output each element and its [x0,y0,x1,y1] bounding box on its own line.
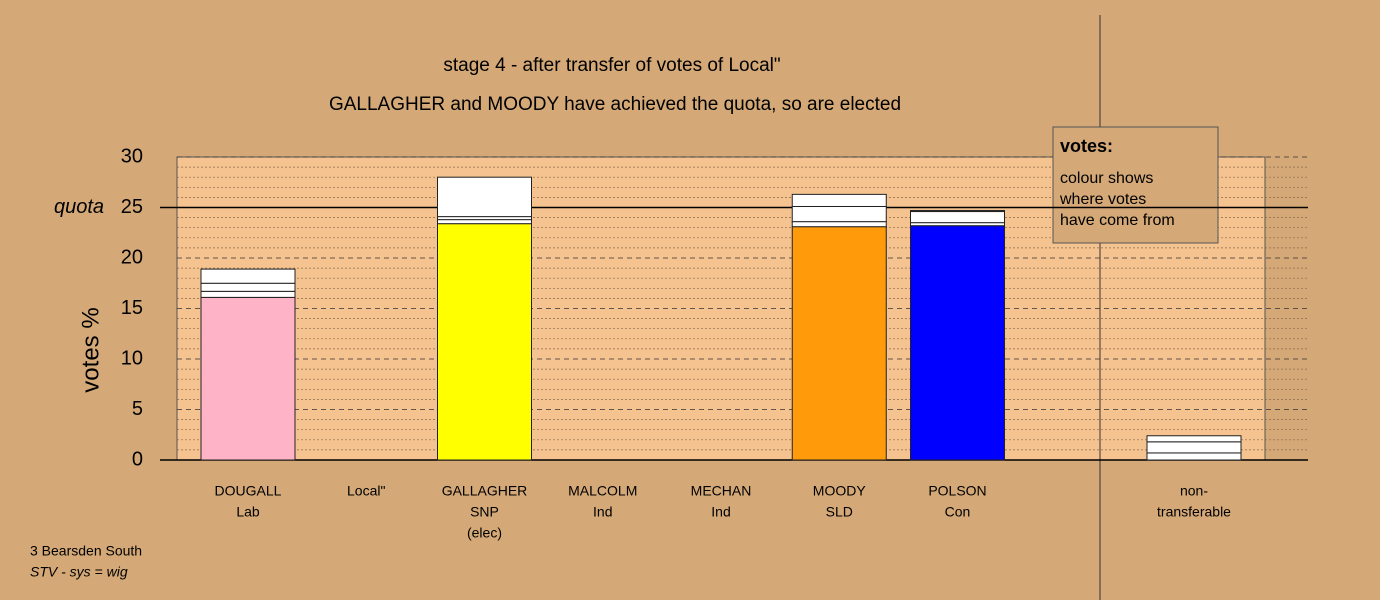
bar-segment [1146,441,1242,454]
x-tick-label: Ind [593,504,612,520]
bar-segment [791,205,887,223]
legend: votes: colour shows where votes have com… [1052,126,1219,244]
x-tick-label: SNP [470,504,499,520]
y-tick-label: 30 [121,145,143,167]
y-axis-label: votes % [77,307,104,392]
x-tick-label: (elec) [467,525,502,541]
x-tick-label: MOODY [813,483,867,499]
bar-segment [791,193,887,207]
x-tick-label: Con [945,504,971,520]
x-tick-label: Local" [347,483,385,499]
x-tick-label: SLD [826,504,853,520]
y-tick-label: 15 [121,297,143,319]
legend-text: where votes [1059,191,1146,208]
bar-segment [791,221,887,228]
x-tick-label: POLSON [928,483,986,499]
y-tick-label: 0 [132,448,143,470]
bar-segment [200,296,296,461]
bar-segment [200,282,296,292]
bar-segment [437,223,532,461]
bar-segment [200,290,296,298]
x-tick-label: DOUGALL [215,483,282,499]
bar-segment [437,176,532,218]
legend-text: have come from [1060,212,1175,229]
footer: 3 Bearsden South [30,543,142,559]
y-tick-label: 5 [132,398,143,420]
chart-title: stage 4 - after transfer of votes of Loc… [443,55,780,76]
chart-subtitle: GALLAGHER and MOODY have achieved the qu… [329,94,901,115]
x-tick-label: MALCOLM [568,483,637,499]
x-tick-label: GALLAGHER [442,483,528,499]
bar-segment [910,210,1005,213]
y-tick-label: 20 [121,246,143,268]
x-tick-label: Lab [236,504,260,520]
bar-segment [200,268,296,284]
grid [177,156,1308,461]
legend-text: colour shows [1060,170,1153,187]
bar-segment [437,219,532,225]
bar-segment [791,226,887,461]
x-tick-label: transferable [1157,504,1231,520]
x-tick-label: non- [1180,483,1208,499]
bar-segment [1146,452,1242,461]
x-tick-label: Ind [711,504,730,520]
quota-label: quota [54,196,104,218]
legend-box [1052,126,1219,244]
y-tick-label: 10 [121,347,143,369]
footer: STV - sys = wig [30,564,128,580]
y-tick-label: 25 [121,196,143,218]
bar-segment [910,225,1005,461]
bar-segment [910,211,1005,224]
legend-title: votes: [1060,136,1113,156]
bar-segment [1146,435,1242,443]
x-tick-label: MECHAN [691,483,752,499]
